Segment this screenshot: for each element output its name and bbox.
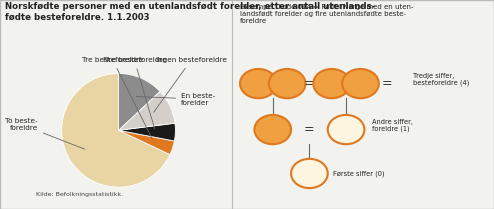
Circle shape (254, 115, 291, 144)
Text: Eksempel: Kode 014 = Født i Norge med en uten-
landsfødt forelder og fire utenla: Eksempel: Kode 014 = Født i Norge med en… (240, 4, 413, 24)
Wedge shape (119, 130, 174, 154)
Text: Kilde: Befolkningsstatistikk.: Kilde: Befolkningsstatistikk. (36, 192, 124, 198)
Text: =: = (304, 123, 315, 136)
Circle shape (269, 69, 305, 98)
Text: Tre besteforeldre: Tre besteforeldre (82, 57, 153, 139)
Text: Norskfødte personer med en utenlandsfødt forelder, etter antall utenlands-
fødte: Norskfødte personer med en utenlandsfødt… (5, 2, 375, 22)
Text: =: = (304, 77, 315, 90)
Text: To beste-
foreldre: To beste- foreldre (5, 118, 85, 149)
Text: Ingen besteforeldre: Ingen besteforeldre (154, 57, 227, 112)
Wedge shape (119, 91, 175, 130)
Wedge shape (62, 74, 170, 187)
Circle shape (291, 159, 328, 188)
Text: Andre siffer,
foreldre (1): Andre siffer, foreldre (1) (372, 119, 413, 132)
Text: Tredje siffer,
besteforeldre (4): Tredje siffer, besteforeldre (4) (413, 73, 469, 86)
Circle shape (328, 115, 365, 144)
Wedge shape (119, 74, 160, 130)
Text: Første siffer (0): Første siffer (0) (333, 170, 385, 177)
Wedge shape (119, 123, 175, 141)
Text: =: = (381, 77, 392, 90)
Text: En beste-
forelder: En beste- forelder (136, 93, 215, 106)
Circle shape (240, 69, 277, 98)
Text: Fire besteforeldre: Fire besteforeldre (103, 57, 166, 129)
Circle shape (342, 69, 379, 98)
Circle shape (313, 69, 350, 98)
